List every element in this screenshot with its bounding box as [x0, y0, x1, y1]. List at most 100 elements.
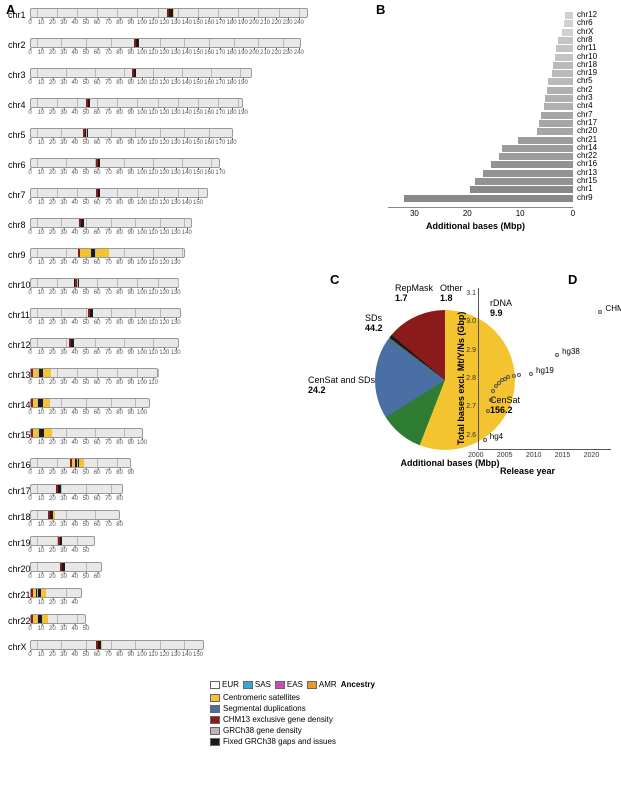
axis-tick: 0 [28, 170, 31, 176]
axis-tick: 20 [49, 496, 56, 502]
axis-tick: 130 [171, 320, 181, 326]
axis-tick: 40 [71, 548, 78, 554]
axis-tick: 0 [28, 80, 31, 86]
axis-tick: 70 [105, 290, 112, 296]
axis-tick: 20 [49, 290, 56, 296]
density-tick [184, 219, 185, 227]
chromosome-label: chr19 [8, 538, 31, 548]
chromosome-label: chr3 [8, 70, 26, 80]
density-tick [153, 159, 154, 167]
axis-tick: 100 [137, 320, 147, 326]
x-tick: 2005 [497, 452, 513, 459]
axis-tick: 10 [38, 80, 45, 86]
axis-tick: 110 [148, 140, 158, 146]
axis-tick: 130 [171, 260, 181, 266]
ideogram-bar [30, 484, 123, 494]
additional-bases-bar [537, 128, 573, 135]
ideogram-row: chr21010203040 [8, 584, 308, 608]
axis-tick: 80 [116, 260, 123, 266]
density-tick [240, 69, 241, 77]
axis-tick: 130 [171, 230, 181, 236]
axis-tick: 80 [116, 290, 123, 296]
chm13-density-tick [31, 399, 33, 407]
ancestry-swatch [243, 681, 253, 689]
density-tick [283, 39, 284, 47]
legend-swatch [210, 716, 220, 724]
chm13-density-tick [78, 249, 80, 257]
axis-tick: 40 [71, 440, 78, 446]
density-tick [95, 429, 96, 437]
y-tick: 3.0 [466, 318, 476, 325]
chm13-density-tick [48, 511, 50, 519]
density-tick [37, 39, 38, 47]
axis-tick: 10 [38, 626, 45, 632]
density-tick [37, 99, 38, 107]
density-tick [37, 309, 38, 317]
ideogram-axis: 01020304050607080 [30, 522, 120, 532]
axis-tick: 140 [182, 80, 192, 86]
axis-tick: 110 [148, 350, 158, 356]
scatter-point [506, 375, 510, 379]
density-tick [158, 9, 159, 17]
density-tick [37, 485, 38, 493]
axis-tick: 70 [105, 140, 112, 146]
axis-tick: 240 [294, 50, 304, 56]
chm13-density-tick [69, 339, 71, 347]
density-tick [37, 399, 38, 407]
density-tick [218, 9, 219, 17]
density-tick [61, 219, 62, 227]
axis-tick: 90 [127, 410, 134, 416]
axis-tick: 140 [182, 140, 192, 146]
axis-tick: 80 [116, 522, 123, 528]
panel-b-tick: 10 [516, 209, 525, 218]
chromosome-label: chr17 [8, 486, 31, 496]
density-tick [77, 537, 78, 545]
axis-tick: 100 [137, 170, 147, 176]
axis-tick: 40 [71, 260, 78, 266]
ancestry-item: AMR [307, 680, 337, 689]
legend-swatch [210, 738, 220, 746]
axis-tick: 100 [137, 440, 147, 446]
axis-tick: 0 [28, 600, 31, 606]
ideogram-bar [30, 614, 86, 624]
axis-tick: 130 [171, 652, 181, 658]
density-tick [135, 219, 136, 227]
axis-tick: 120 [159, 230, 169, 236]
density-tick [111, 485, 112, 493]
axis-tick: 80 [116, 140, 123, 146]
axis-tick: 70 [105, 50, 112, 56]
density-tick [160, 39, 161, 47]
axis-tick: 0 [28, 380, 31, 386]
additional-bases-bar [483, 170, 573, 177]
axis-tick: 10 [38, 230, 45, 236]
axis-tick: 150 [193, 110, 203, 116]
chromosome-label: chr16 [8, 460, 31, 470]
axis-tick: 60 [94, 470, 101, 476]
axis-tick: 70 [105, 200, 112, 206]
axis-tick: 20 [49, 230, 56, 236]
y-tick: 3.1 [466, 290, 476, 297]
axis-tick: 80 [116, 350, 123, 356]
axis-tick: 30 [60, 200, 67, 206]
density-tick [124, 339, 125, 347]
axis-tick: 60 [94, 522, 101, 528]
scatter-point [529, 372, 533, 376]
density-tick [137, 9, 138, 17]
chm13-density-tick [70, 459, 72, 467]
density-tick [57, 369, 58, 377]
axis-tick: 120 [159, 320, 169, 326]
additional-bases-bar [558, 37, 573, 44]
axis-tick: 30 [60, 110, 67, 116]
axis-tick: 50 [83, 80, 90, 86]
density-tick [160, 309, 161, 317]
scatter-point [512, 374, 516, 378]
density-tick [184, 641, 185, 649]
axis-tick: 120 [159, 20, 169, 26]
axis-tick: 90 [127, 20, 134, 26]
ideogram-axis: 010203040 [30, 600, 82, 610]
axis-tick: 110 [148, 290, 158, 296]
axis-tick: 20 [49, 548, 56, 554]
chm13-density-tick [79, 219, 81, 227]
chromosome-label: chrX [8, 642, 27, 652]
density-tick [124, 69, 125, 77]
